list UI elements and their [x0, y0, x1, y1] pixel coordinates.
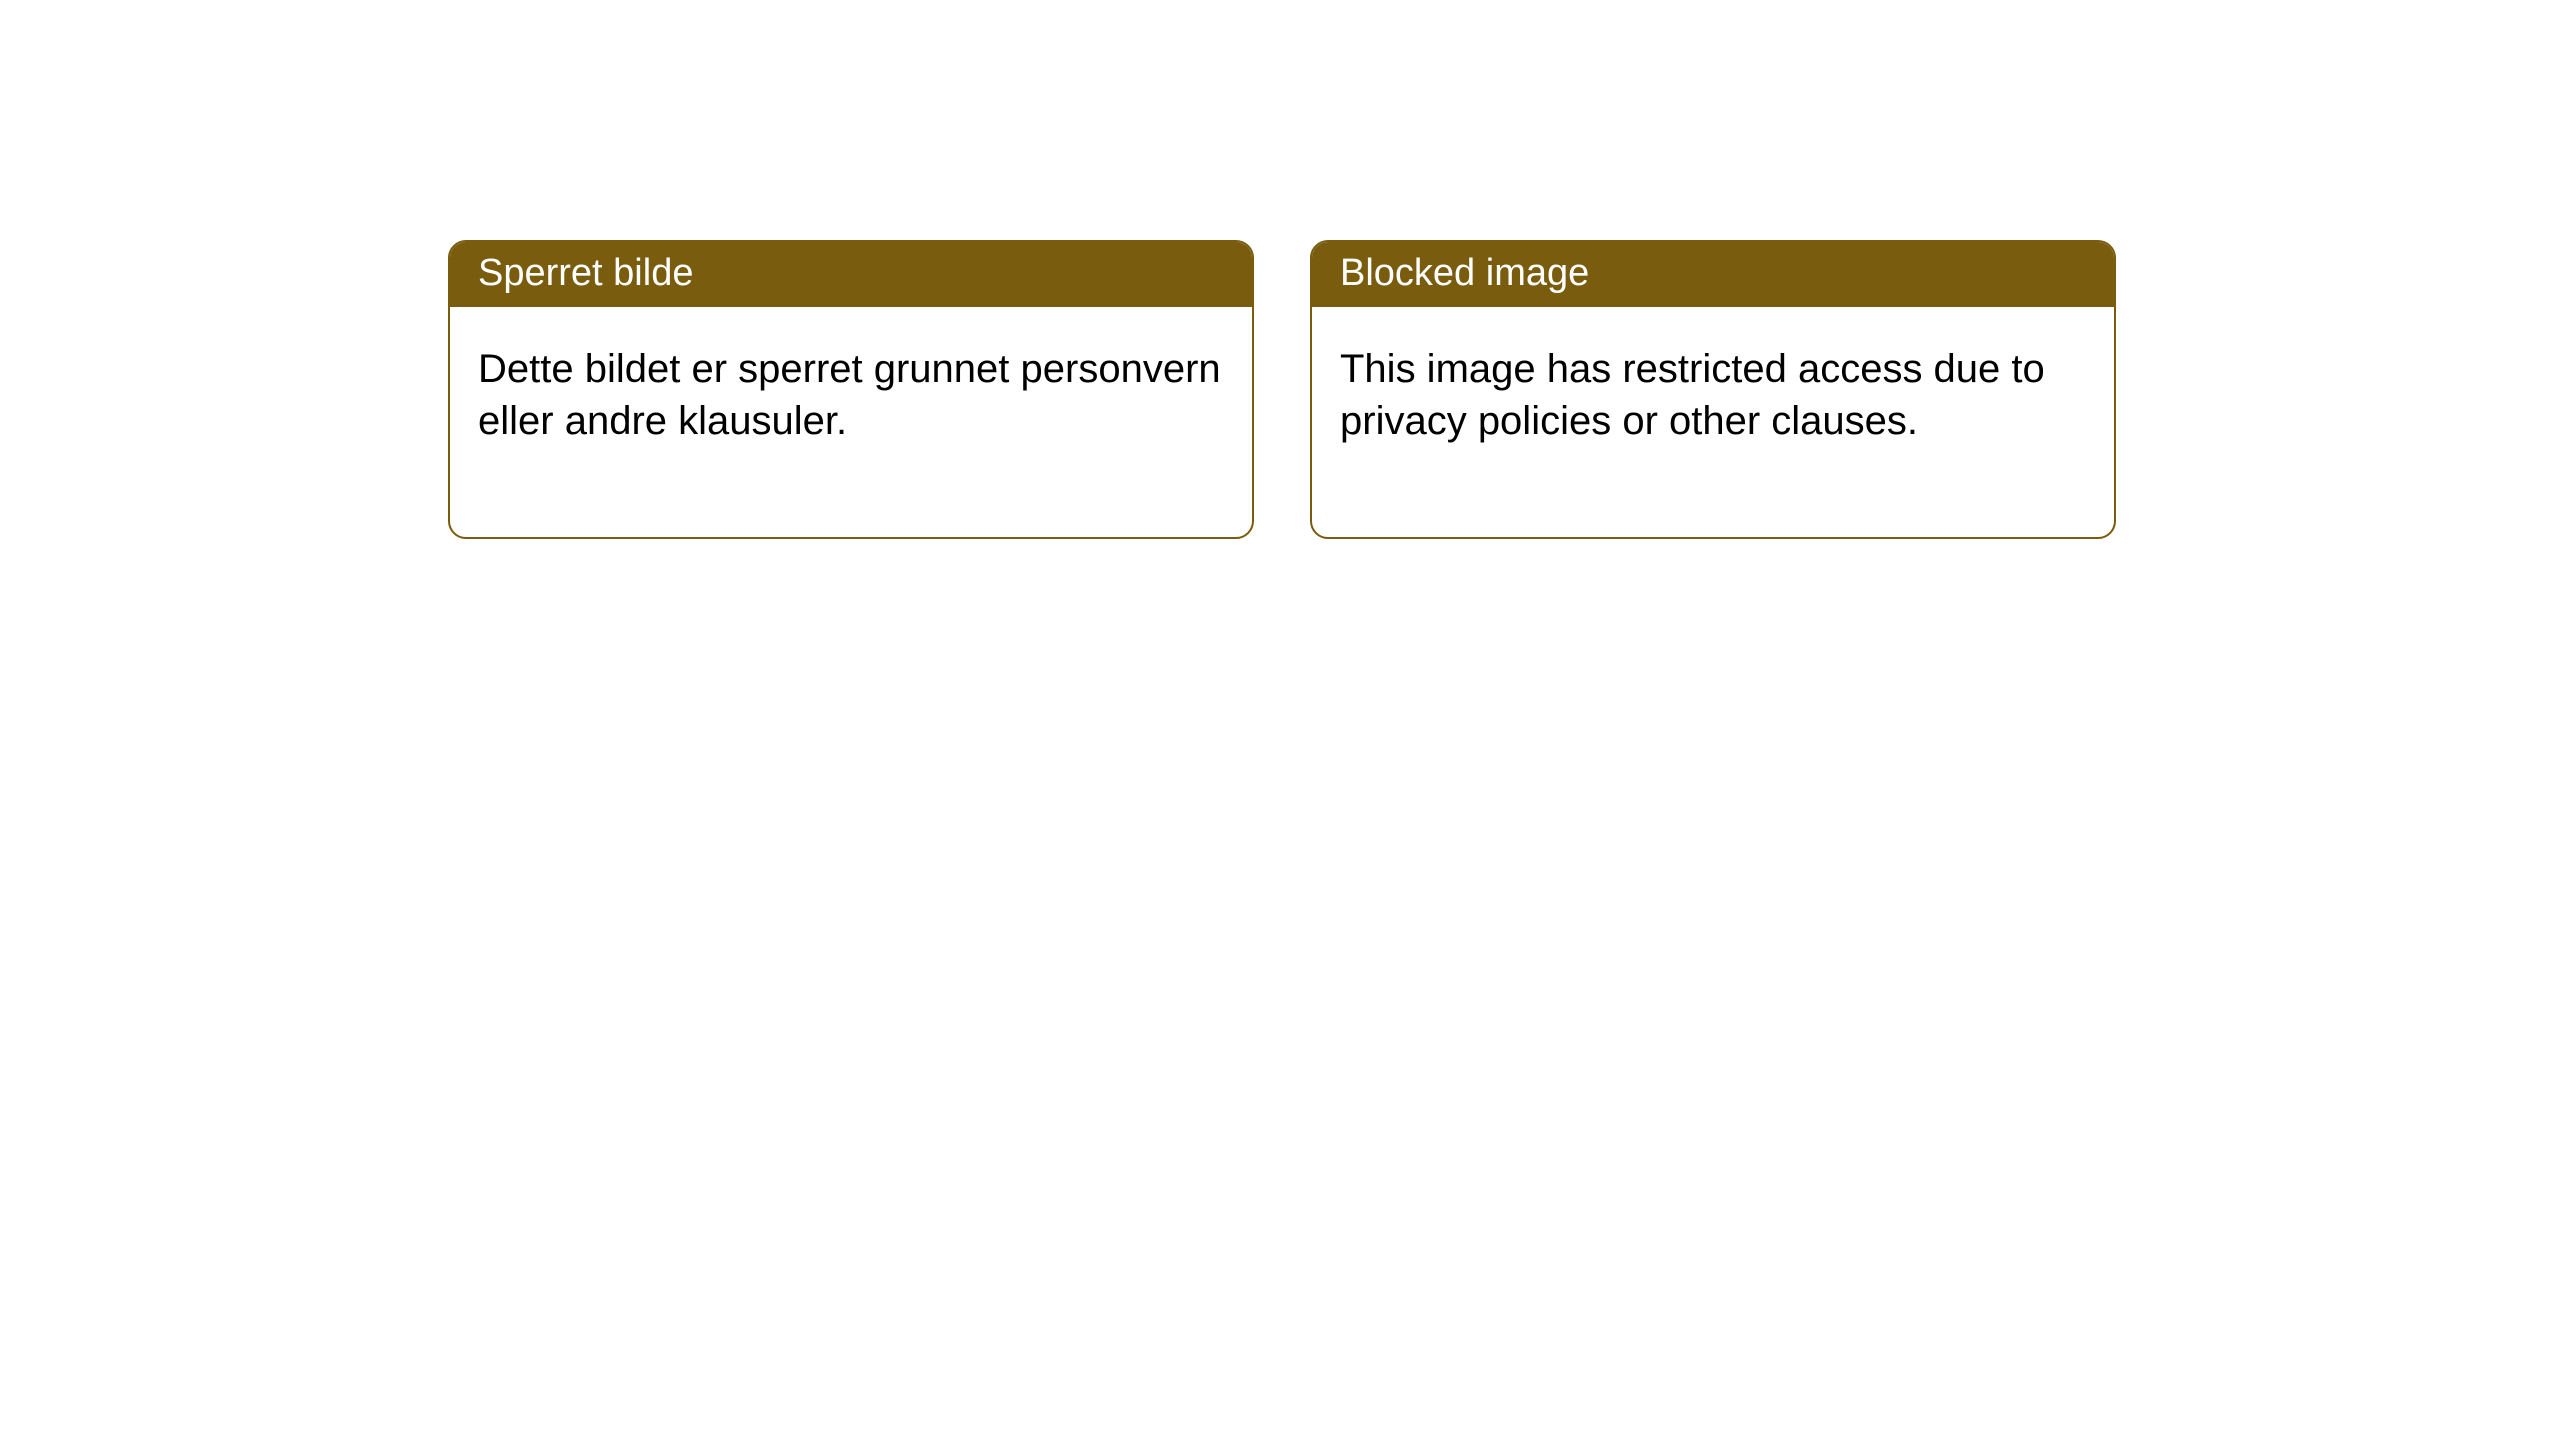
notice-message-english: This image has restricted access due to … — [1340, 347, 2045, 443]
notice-container: Sperret bilde Dette bildet er sperret gr… — [0, 0, 2560, 539]
notice-header-norwegian: Sperret bilde — [450, 242, 1252, 307]
notice-body-norwegian: Dette bildet er sperret grunnet personve… — [450, 307, 1252, 537]
notice-title-norwegian: Sperret bilde — [478, 252, 693, 294]
notice-card-norwegian: Sperret bilde Dette bildet er sperret gr… — [448, 240, 1254, 539]
notice-body-english: This image has restricted access due to … — [1312, 307, 2114, 537]
notice-title-english: Blocked image — [1340, 252, 1589, 294]
notice-header-english: Blocked image — [1312, 242, 2114, 307]
notice-card-english: Blocked image This image has restricted … — [1310, 240, 2116, 539]
notice-message-norwegian: Dette bildet er sperret grunnet personve… — [478, 347, 1221, 443]
